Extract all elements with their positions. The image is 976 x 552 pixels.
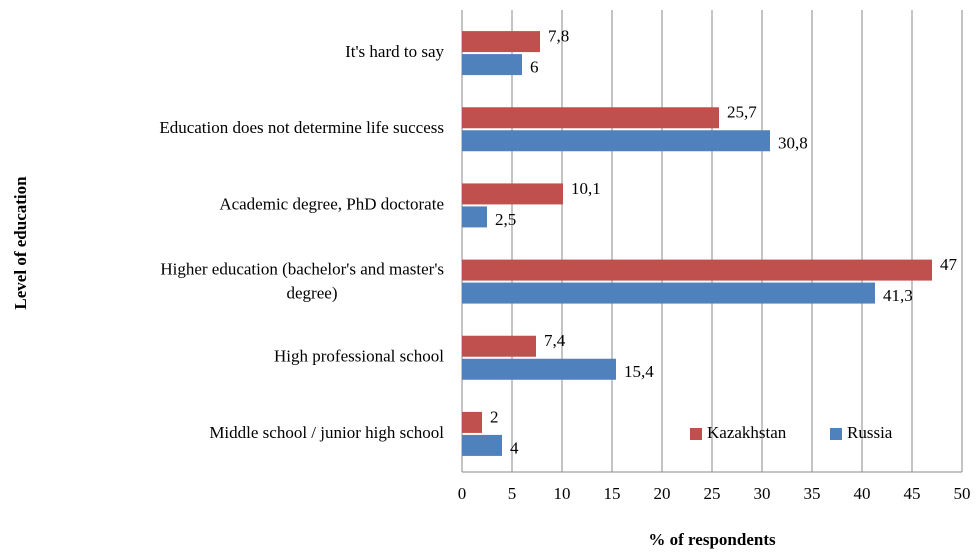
bar [462,130,770,152]
data-label: 47 [940,255,958,274]
legend-swatch [690,428,702,440]
y-axis-title: Level of education [11,176,30,310]
bar [462,434,502,456]
data-label: 7,4 [544,331,566,350]
x-axis-title: % of respondents [648,530,776,549]
y-tick-label: It's hard to say [345,42,444,61]
bar [462,358,616,380]
x-tick-label: 0 [458,484,467,503]
x-tick-label: 45 [904,484,921,503]
y-tick-label: High professional school [274,347,444,366]
data-label: 2 [490,407,499,426]
bar [462,206,487,228]
bar [462,259,932,281]
x-tick-label: 40 [854,484,871,503]
legend-swatch [830,428,842,440]
x-tick-label: 5 [508,484,517,503]
data-label: 25,7 [727,103,757,122]
y-tick-label: Middle school / junior high school [209,423,444,442]
data-label: 10,1 [571,179,601,198]
data-label: 4 [510,438,519,457]
x-tick-label: 15 [604,484,621,503]
data-label: 30,8 [778,134,808,153]
x-tick-label: 20 [654,484,671,503]
data-label: 6 [530,57,539,76]
bar [462,411,482,433]
bar [462,282,875,304]
bar [462,183,563,205]
x-tick-label: 50 [954,484,971,503]
data-label: 2,5 [495,210,516,229]
y-tick-label: Academic degree, PhD doctorate [219,194,444,213]
bar [462,31,540,53]
data-label: 7,8 [548,26,569,45]
bar [462,54,522,76]
bar [462,335,536,357]
x-tick-label: 10 [554,484,571,503]
y-tick-label: Higher education (bachelor's and master'… [160,259,444,302]
x-tick-label: 25 [704,484,721,503]
legend-label: Kazakhstan [707,423,787,442]
legend-label: Russia [847,423,893,442]
x-tick-label: 30 [754,484,771,503]
data-label: 15,4 [624,362,654,381]
y-tick-label: Education does not determine life succes… [159,118,444,137]
bar [462,107,719,129]
data-label: 41,3 [883,286,913,305]
x-tick-label: 35 [804,484,821,503]
